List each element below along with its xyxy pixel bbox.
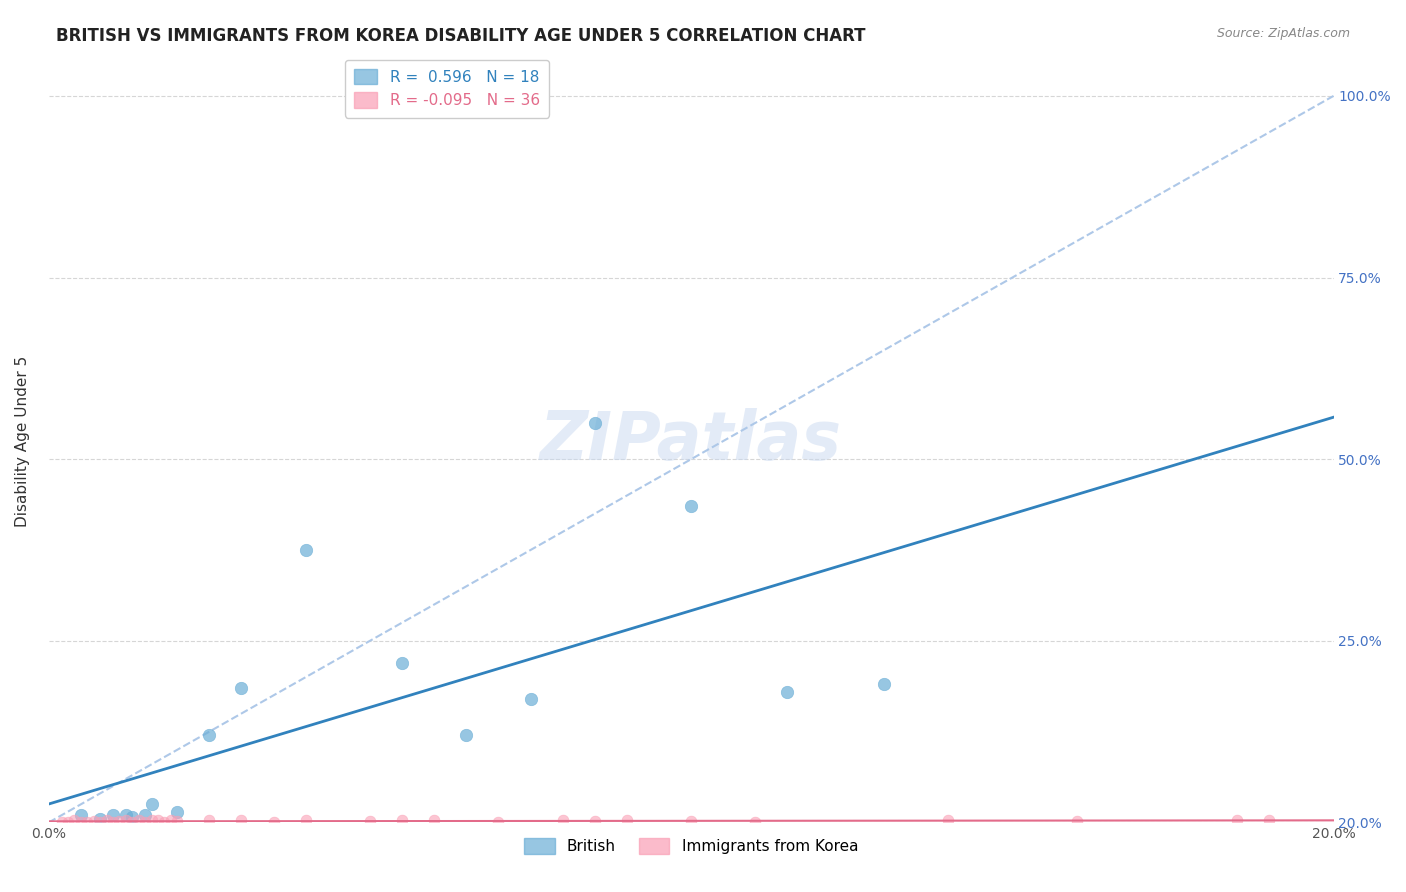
Point bbox=[153, 815, 176, 830]
Point bbox=[96, 814, 118, 828]
Point bbox=[744, 815, 766, 830]
Point bbox=[56, 815, 79, 830]
Point bbox=[294, 543, 316, 558]
Point bbox=[1258, 814, 1281, 828]
Point bbox=[263, 815, 285, 830]
Point bbox=[114, 808, 136, 822]
Point bbox=[166, 814, 188, 828]
Point bbox=[159, 814, 181, 828]
Point bbox=[231, 814, 253, 828]
Point bbox=[101, 815, 124, 830]
Point bbox=[936, 814, 959, 828]
Y-axis label: Disability Age Under 5: Disability Age Under 5 bbox=[15, 355, 30, 526]
Point bbox=[114, 814, 136, 828]
Point bbox=[134, 815, 156, 830]
Point bbox=[391, 814, 413, 828]
Point bbox=[391, 656, 413, 670]
Point bbox=[121, 815, 143, 830]
Point bbox=[551, 814, 574, 828]
Point bbox=[486, 815, 509, 830]
Point bbox=[583, 416, 606, 430]
Point bbox=[681, 814, 703, 828]
Point bbox=[1226, 814, 1249, 828]
Point bbox=[1066, 814, 1088, 828]
Point bbox=[294, 814, 316, 828]
Point bbox=[166, 805, 188, 819]
Point bbox=[70, 808, 93, 822]
Point bbox=[583, 814, 606, 828]
Point bbox=[63, 814, 86, 828]
Point bbox=[681, 500, 703, 514]
Point bbox=[519, 692, 541, 706]
Point bbox=[128, 814, 150, 828]
Text: BRITISH VS IMMIGRANTS FROM KOREA DISABILITY AGE UNDER 5 CORRELATION CHART: BRITISH VS IMMIGRANTS FROM KOREA DISABIL… bbox=[56, 27, 866, 45]
Point bbox=[231, 681, 253, 695]
Point bbox=[616, 814, 638, 828]
Point bbox=[873, 677, 896, 691]
Point bbox=[51, 815, 73, 830]
Point bbox=[141, 813, 163, 827]
Point bbox=[776, 684, 799, 698]
Point bbox=[83, 814, 105, 828]
Point bbox=[89, 815, 111, 830]
Point bbox=[423, 814, 446, 828]
Legend: R =  0.596   N = 18, R = -0.095   N = 36: R = 0.596 N = 18, R = -0.095 N = 36 bbox=[346, 60, 548, 118]
Text: Source: ZipAtlas.com: Source: ZipAtlas.com bbox=[1216, 27, 1350, 40]
Point bbox=[108, 814, 131, 828]
Point bbox=[134, 808, 156, 822]
Text: ZIPatlas: ZIPatlas bbox=[540, 408, 842, 474]
Point bbox=[76, 815, 98, 830]
Point bbox=[198, 728, 221, 742]
Point bbox=[70, 815, 93, 830]
Point bbox=[359, 814, 381, 828]
Point bbox=[456, 728, 478, 742]
Point bbox=[101, 808, 124, 822]
Point bbox=[89, 812, 111, 826]
Point bbox=[198, 813, 221, 827]
Point bbox=[146, 814, 169, 828]
Point bbox=[141, 797, 163, 812]
Point bbox=[121, 810, 143, 824]
